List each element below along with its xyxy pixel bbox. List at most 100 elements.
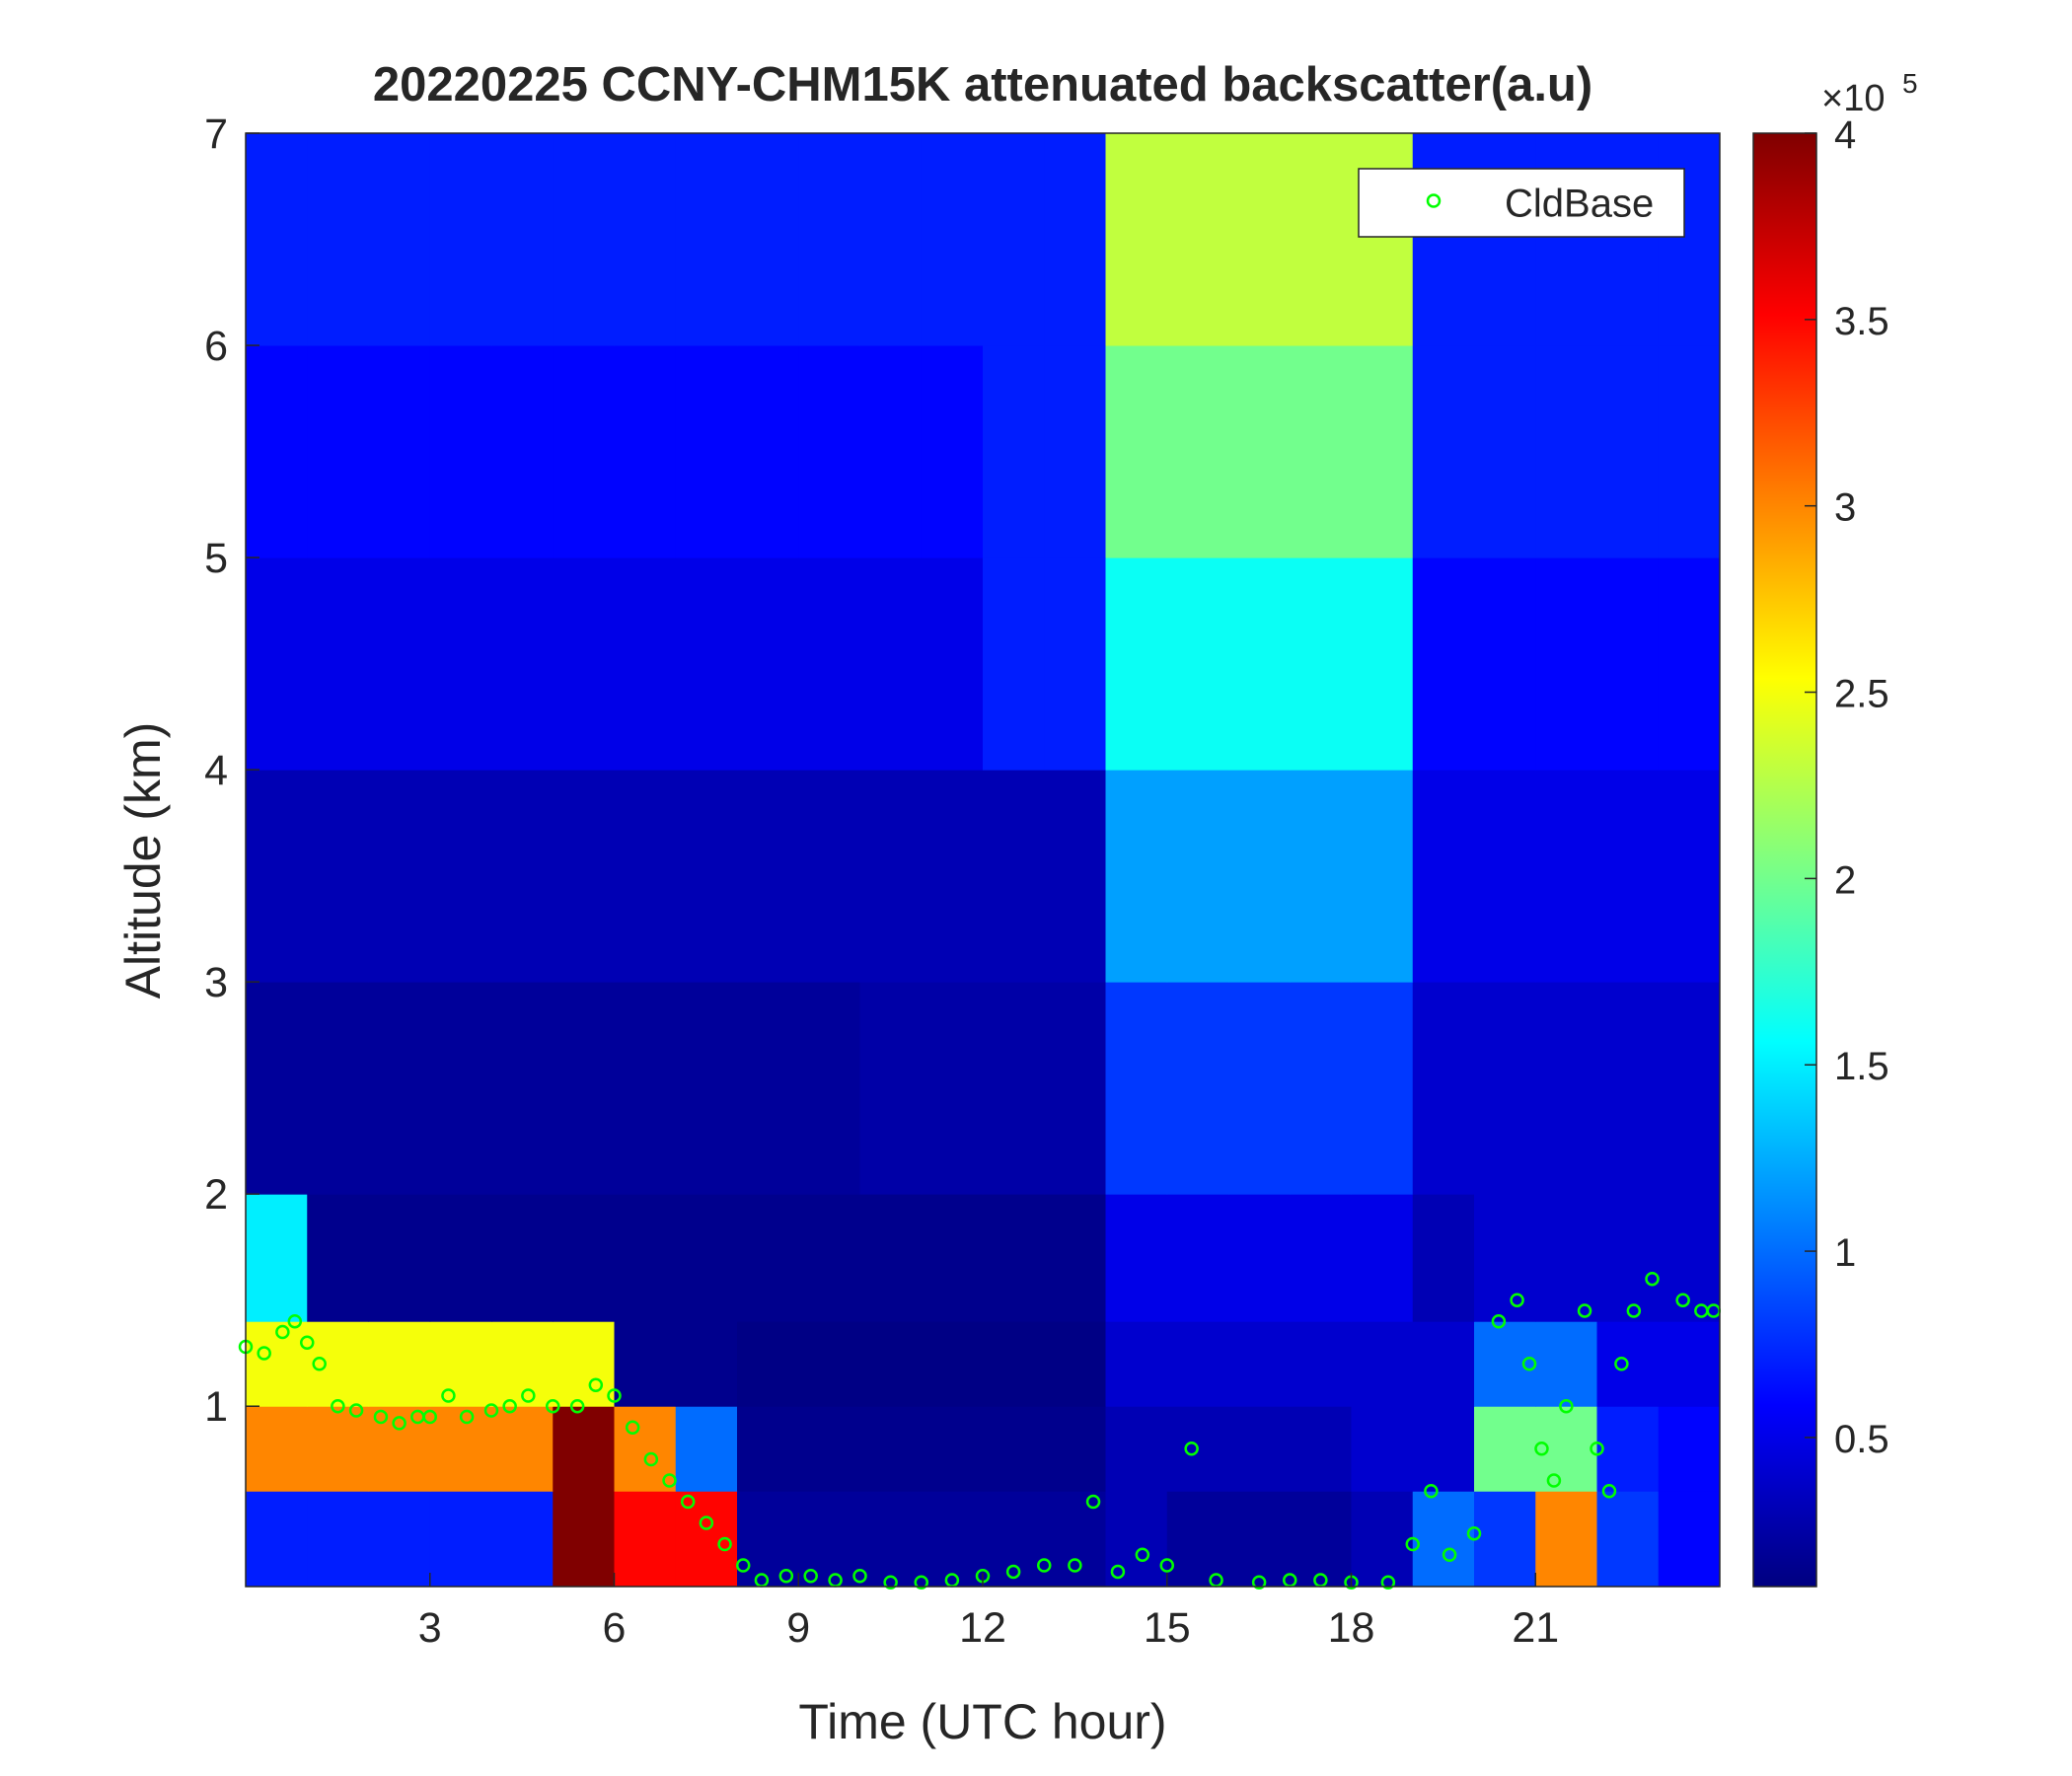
heatmap-cell [246,770,308,983]
cloud-base-point [1466,1525,1482,1541]
cloud-base-point [643,1451,659,1467]
x-tick-label: 9 [786,1604,810,1652]
heatmap-cell [737,1194,799,1322]
heatmap-cell [491,1194,554,1322]
heatmap-cell [1044,1406,1106,1492]
colorbar-tick-label: 1.5 [1834,1045,1889,1088]
heatmap-cell [246,1194,308,1322]
heatmap-cell [675,1406,738,1492]
heatmap-cell [368,1491,431,1588]
heatmap-cell [1658,770,1721,983]
cloud-base-point [1424,1483,1439,1499]
heatmap-cell [553,345,615,558]
heatmap-cell [1044,770,1106,983]
heatmap-cell [1044,1321,1106,1407]
cloud-base-point [331,1398,345,1414]
heatmap-cell [368,1406,431,1492]
heatmap-cell [737,1406,799,1492]
x-tick-label: 3 [418,1604,442,1652]
heatmap-cell [1228,345,1291,558]
heatmap-cell [1105,133,1168,346]
heatmap-cell [307,1491,369,1588]
heatmap-cell [368,1194,431,1322]
heatmap-cell [1658,345,1721,558]
heatmap-cell [491,557,554,771]
heatmap-cell [429,1194,492,1322]
heatmap-cell [1412,345,1475,558]
heatmap-cell [1596,1194,1660,1322]
chart-title: 20220225 CCNY-CHM15K attenuated backscat… [373,58,1592,111]
cloud-base-point [1590,1441,1604,1456]
heatmap-cell [614,770,677,983]
heatmap-cell [491,345,554,558]
heatmap-cell [368,345,431,558]
heatmap-cell [921,345,984,558]
heatmap-cell [1290,133,1352,346]
heatmap-cell [1658,982,1721,1195]
heatmap-cell [1290,770,1352,983]
heatmap-cell [798,1491,860,1588]
heatmap-cell [1412,1491,1475,1588]
heatmap-cell [1535,770,1597,983]
colorbar-tick-label: 3 [1834,486,1856,530]
heatmap-cell [1044,1194,1106,1322]
heatmap-cell [1658,133,1721,346]
colorbar-tick-label: 2 [1834,858,1856,902]
heatmap-cell [675,982,738,1195]
cloud-base-point [588,1377,604,1392]
heatmap-cell [1658,1491,1721,1588]
heatmap-cell [1535,1321,1597,1407]
cloud-base-point [778,1568,794,1584]
heatmap-cell [1412,982,1475,1195]
heatmap-cell [1228,982,1291,1195]
heatmap-cell [1044,345,1106,558]
heatmap-cell [614,345,677,558]
heatmap-cell [1474,1406,1536,1492]
heatmap-cell [675,557,738,771]
y-tick-label: 3 [204,959,228,1006]
heatmap-cell [1412,770,1475,983]
heatmap-cell [553,982,615,1195]
heatmap-cell [1044,133,1106,346]
heatmap-cell [983,770,1045,983]
heatmap-cell [1596,345,1660,558]
heatmap-cell [1658,1406,1721,1492]
heatmap-cell [553,1321,615,1407]
heatmap-cell [614,1491,677,1588]
heatmap-cell [1596,770,1660,983]
heatmap-cell [553,1194,615,1322]
colorbar [1752,132,1817,1588]
colorbar-tick-label: 1 [1834,1231,1856,1275]
cloud-base-point [1645,1271,1660,1287]
cloud-base-point [1626,1303,1642,1318]
heatmap-cell [859,345,923,558]
heatmap-cell [491,1491,554,1588]
heatmap-cell [614,1194,677,1322]
y-tick-label: 5 [204,535,228,582]
cloud-base-point [1405,1536,1420,1552]
cloud-base-point [521,1388,536,1403]
heatmap-cell [1535,1406,1597,1492]
heatmap-cell [1474,1321,1536,1407]
heatmap-cell [1228,1321,1291,1407]
legend-label: CldBase [1505,183,1654,226]
cloud-base-point [1614,1356,1629,1371]
heatmap-cell [1105,1321,1168,1407]
legend-box [1358,168,1685,238]
cloud-base-point [483,1403,499,1418]
heatmap-cell [1228,557,1291,771]
heatmap-cell [1351,982,1414,1195]
heatmap-cell [859,1321,923,1407]
heatmap-cell [1105,345,1168,558]
cloud-base-point [1601,1483,1617,1499]
heatmap-cell [368,1321,431,1407]
cloud-base-point [803,1568,818,1584]
heatmap-cell [1105,1406,1168,1492]
heatmap-cell [1166,133,1229,346]
cloud-base-point [546,1398,560,1414]
heatmap-cell [1105,982,1168,1195]
x-tick-label: 15 [1144,1604,1191,1652]
heatmap-cell [798,557,860,771]
cloud-base-point [502,1398,517,1414]
heatmap-cell [246,133,308,346]
